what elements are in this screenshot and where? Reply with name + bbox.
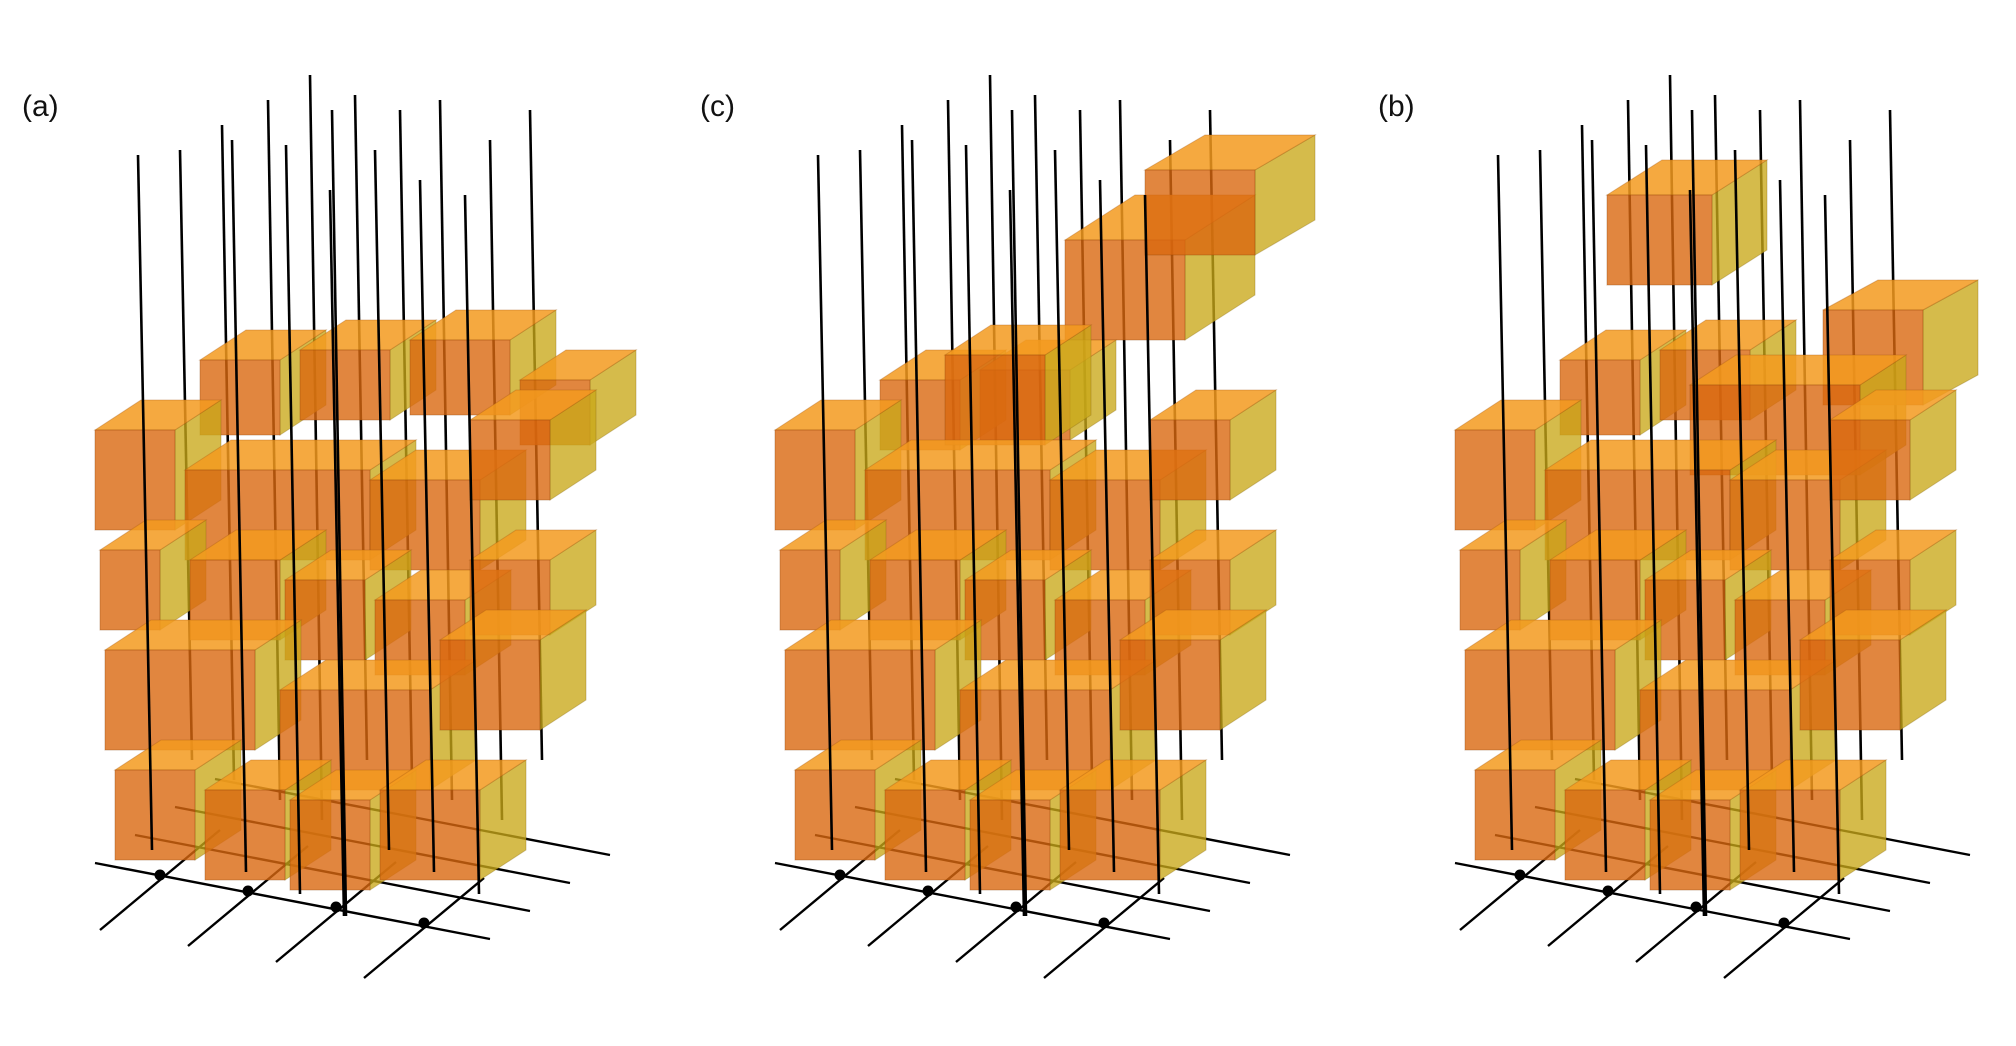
rod (1690, 109, 1708, 917)
block (778, 519, 888, 631)
block-front-face (1059, 789, 1161, 881)
rod (1733, 149, 1751, 851)
rod (1496, 154, 1514, 851)
grid-node (154, 869, 166, 881)
rod (1688, 189, 1706, 917)
block (468, 389, 598, 501)
block-front-face (944, 354, 1046, 446)
block-front-face (1464, 649, 1616, 751)
panel-c-lattice (773, 74, 1317, 979)
rod (328, 189, 346, 917)
block-front-face (104, 649, 256, 751)
block (783, 619, 983, 751)
block (103, 619, 303, 751)
block-front-face (1149, 419, 1231, 501)
block-front-face (784, 649, 936, 751)
rod (1010, 109, 1028, 917)
grid-node (242, 885, 254, 897)
block-front-face (99, 549, 161, 631)
rod (816, 154, 834, 851)
block-front-face (469, 419, 551, 501)
rod (1590, 139, 1608, 873)
grid-node (418, 917, 430, 929)
grid-node (330, 901, 342, 913)
block-front-face (1144, 169, 1256, 256)
panel-b-label: (b) (1378, 90, 1415, 123)
block-front-face (299, 349, 391, 421)
grid-node (1778, 917, 1790, 929)
block (1143, 134, 1317, 256)
grid-node (1514, 869, 1526, 881)
rod (910, 139, 928, 873)
grid-node (1690, 901, 1702, 913)
block-front-face (1119, 639, 1221, 731)
panel-b-lattice (1453, 74, 1979, 979)
block-front-face (969, 799, 1051, 891)
block-front-face (1739, 789, 1841, 881)
rod (964, 144, 982, 895)
grid-node (1098, 917, 1110, 929)
block-front-face (409, 339, 511, 416)
rod (230, 139, 248, 873)
grid-node (922, 885, 934, 897)
rod (1053, 149, 1071, 851)
rod (1778, 179, 1796, 873)
block-front-face (1649, 799, 1731, 891)
block (1118, 609, 1268, 731)
block (1738, 759, 1888, 881)
block-front-face (1454, 429, 1536, 531)
rod (284, 144, 302, 895)
grid-node (834, 869, 846, 881)
rod (330, 109, 348, 917)
block (1058, 759, 1208, 881)
rod (1644, 144, 1662, 895)
block-front-face (114, 769, 196, 861)
block-front-face (1459, 549, 1521, 631)
rod (1098, 179, 1116, 873)
block (1828, 389, 1958, 501)
block-front-face (1829, 419, 1911, 501)
rod (373, 149, 391, 851)
rod (136, 154, 154, 851)
block (438, 609, 588, 731)
block-front-face (94, 429, 176, 531)
panel-c-label: (c) (700, 90, 735, 123)
block (1798, 609, 1948, 731)
block-front-face (1606, 194, 1713, 286)
rod (463, 194, 481, 895)
block-front-face (794, 769, 876, 861)
block (1605, 159, 1769, 286)
rod (418, 179, 436, 873)
block-front-face (1799, 639, 1901, 731)
block-front-face (379, 789, 481, 881)
grid-node (1010, 901, 1022, 913)
block (1463, 619, 1663, 751)
block-front-face (439, 639, 541, 731)
rod (1823, 194, 1841, 895)
block (378, 759, 528, 881)
block-front-face (289, 799, 371, 891)
panel-a-lattice (93, 74, 638, 979)
rod (1008, 189, 1026, 917)
block-front-face (774, 429, 856, 531)
grid-node (1602, 885, 1614, 897)
block (943, 324, 1093, 446)
block-front-face (1064, 239, 1186, 341)
block-front-face (1474, 769, 1556, 861)
panel-a-label: (a) (22, 90, 59, 123)
block (1148, 389, 1278, 501)
rod (1143, 194, 1161, 895)
block-front-face (779, 549, 841, 631)
